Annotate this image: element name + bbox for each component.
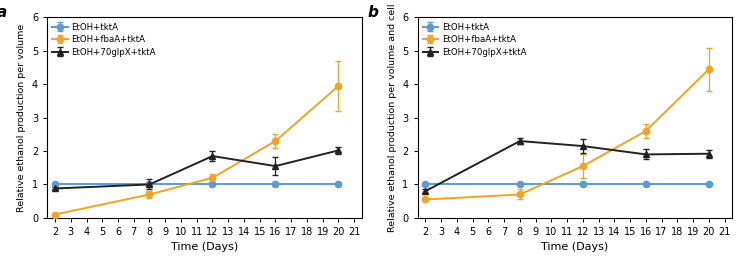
X-axis label: Time (Days): Time (Days) — [171, 243, 238, 252]
Y-axis label: Relative ethanol production per volume and cell: Relative ethanol production per volume a… — [387, 3, 397, 232]
Legend: EtOH+tktA, EtOH+fbaA+tktA, EtOH+70glpX+tktA: EtOH+tktA, EtOH+fbaA+tktA, EtOH+70glpX+t… — [420, 20, 528, 59]
Legend: EtOH+tktA, EtOH+fbaA+tktA, EtOH+70glpX+tktA: EtOH+tktA, EtOH+fbaA+tktA, EtOH+70glpX+t… — [49, 20, 159, 59]
X-axis label: Time (Days): Time (Days) — [542, 243, 609, 252]
Text: b: b — [368, 5, 378, 20]
Y-axis label: Relative ethanol production per volume: Relative ethanol production per volume — [17, 23, 27, 212]
Text: a: a — [0, 5, 7, 20]
